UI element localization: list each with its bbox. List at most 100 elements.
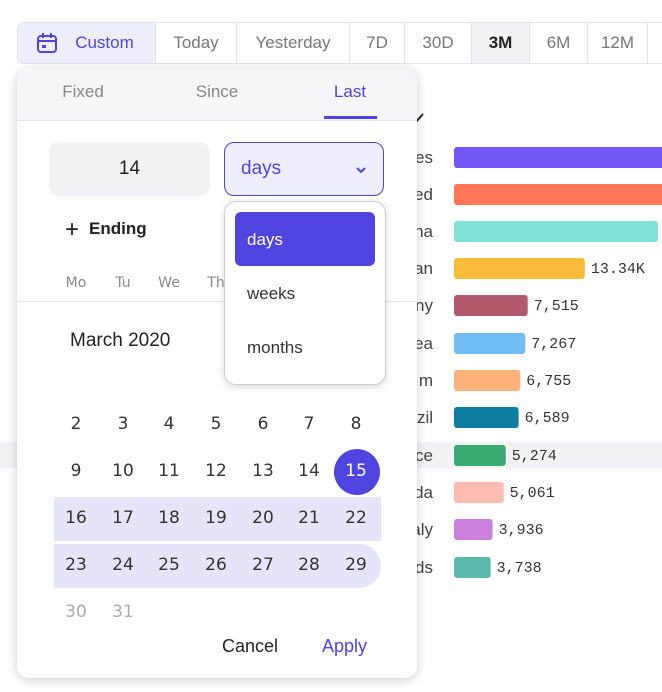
category-label: ea: [414, 334, 433, 353]
day[interactable]: 31: [112, 602, 134, 622]
range-tab[interactable]: Today: [156, 23, 237, 63]
range-tab[interactable]: 6M: [530, 23, 588, 63]
bar: [454, 519, 493, 540]
value-label: 5,061: [510, 485, 555, 502]
category-label: ed: [414, 185, 433, 204]
category-label: da: [414, 483, 433, 502]
unit-select[interactable]: days: [224, 142, 384, 196]
range-tab-label: 3M: [488, 33, 513, 52]
day[interactable]: 19: [205, 508, 227, 528]
cancel-button[interactable]: Cancel: [222, 636, 279, 656]
picker-tab[interactable]: Since: [195, 82, 239, 101]
month-label: March 2020: [70, 330, 171, 351]
day[interactable]: 9: [70, 461, 82, 481]
picker-header: [17, 68, 417, 121]
range-tab-label: Today: [173, 33, 219, 52]
range-tab-label: Custom: [75, 33, 134, 52]
day[interactable]: 11: [158, 461, 180, 481]
bar: [454, 557, 491, 578]
value-label: 6,589: [525, 410, 570, 427]
day[interactable]: 10: [112, 461, 134, 481]
weekday: Mo: [65, 275, 87, 291]
chevron: [356, 167, 366, 174]
day[interactable]: 27: [252, 555, 274, 575]
value-label: 13.34K: [591, 261, 645, 278]
range-tab-label: 12M: [600, 33, 635, 52]
category-label: ce: [415, 446, 433, 465]
day[interactable]: 14: [298, 461, 320, 481]
picker-tab[interactable]: Last: [333, 82, 367, 101]
bar: [454, 147, 662, 168]
range-tab-label: 6M: [546, 33, 571, 52]
day[interactable]: 8: [350, 414, 362, 434]
day[interactable]: 28: [298, 555, 320, 575]
range-tab-label: 30D: [422, 33, 454, 52]
category-label: m: [419, 371, 433, 390]
unit-option[interactable]: weeks: [247, 284, 296, 303]
category-label: an: [414, 259, 433, 278]
range-tab[interactable]: Custom: [18, 23, 156, 63]
unit-value: days: [241, 158, 282, 179]
day[interactable]: 23: [65, 555, 87, 575]
day[interactable]: 26: [205, 555, 227, 575]
day[interactable]: 24: [112, 555, 134, 575]
unit-menu: days weeks months: [224, 201, 386, 385]
tab-underline: [324, 116, 377, 119]
range-tab-label: 7D: [366, 33, 388, 52]
day[interactable]: 29: [345, 555, 367, 575]
weekday: Tu: [115, 275, 131, 291]
selected-day: [334, 449, 380, 495]
date-picker: 14 days + Ending March 2020 Cancel Apply …: [17, 68, 417, 678]
day[interactable]: 15: [345, 461, 367, 481]
footer: [17, 608, 417, 678]
day[interactable]: 21: [298, 508, 320, 528]
range-band: [54, 497, 381, 541]
day[interactable]: 16: [65, 508, 87, 528]
category-label: es: [415, 148, 433, 167]
day[interactable]: 30: [65, 602, 87, 622]
day[interactable]: 20: [252, 508, 274, 528]
ending-label: Ending: [89, 219, 147, 238]
bar: [454, 407, 519, 428]
weekday: We: [158, 275, 180, 291]
range-tabs[interactable]: Custom Today Yesterday 7D 30D 3M 6M 12M: [17, 22, 662, 64]
unit-option[interactable]: months: [247, 338, 303, 357]
day[interactable]: 18: [158, 508, 180, 528]
day[interactable]: 22: [345, 508, 367, 528]
day[interactable]: 7: [303, 414, 315, 434]
value-label: 3,738: [497, 560, 542, 577]
range-tab[interactable]: Yesterday: [237, 23, 350, 63]
range-tab[interactable]: 30D: [405, 23, 472, 63]
amount-input[interactable]: 14: [49, 142, 210, 196]
day[interactable]: 6: [257, 414, 269, 434]
day[interactable]: 2: [70, 414, 82, 434]
day[interactable]: 13: [252, 461, 274, 481]
day[interactable]: 5: [210, 414, 222, 434]
range-tab[interactable]: 7D: [350, 23, 405, 63]
range-tab-label: Yesterday: [255, 33, 331, 52]
range-tab[interactable]: 12M: [588, 23, 648, 63]
range-tab[interactable]: 3M: [472, 23, 530, 63]
separator: [17, 301, 417, 302]
category-label: na: [414, 222, 433, 241]
bar: [454, 295, 528, 316]
day[interactable]: 17: [112, 508, 134, 528]
category-label: zil: [417, 408, 433, 427]
day[interactable]: 3: [117, 414, 129, 434]
unit-option[interactable]: days: [247, 230, 283, 249]
category-label: ds: [415, 558, 433, 577]
day[interactable]: 4: [163, 414, 175, 434]
bar: [454, 258, 585, 279]
day[interactable]: 12: [205, 461, 227, 481]
option-highlight: [235, 212, 375, 266]
ending-button[interactable]: + Ending: [65, 216, 147, 243]
picker-tab[interactable]: Fixed: [62, 82, 104, 101]
bar: [454, 445, 506, 466]
bar: [454, 370, 521, 391]
apply-button[interactable]: Apply: [322, 636, 368, 656]
value-label: 7,515: [534, 298, 579, 315]
day[interactable]: 25: [158, 555, 180, 575]
range-band: [54, 544, 381, 588]
value-label: 5,274: [512, 448, 557, 465]
value-label: 7,267: [531, 336, 576, 353]
